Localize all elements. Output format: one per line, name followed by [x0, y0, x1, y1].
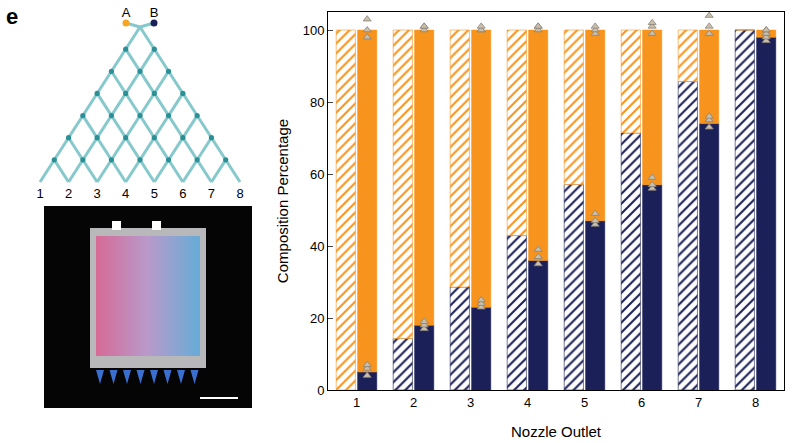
svg-text:2: 2 — [65, 186, 72, 201]
svg-text:5: 5 — [581, 395, 588, 410]
svg-text:20: 20 — [310, 311, 324, 326]
svg-text:5: 5 — [151, 186, 158, 201]
svg-text:4: 4 — [524, 395, 531, 410]
svg-text:0: 0 — [317, 383, 324, 398]
svg-text:40: 40 — [310, 239, 324, 254]
svg-text:1: 1 — [353, 395, 360, 410]
svg-text:2: 2 — [410, 395, 417, 410]
svg-text:Nozzle Outlet: Nozzle Outlet — [511, 423, 602, 440]
svg-text:A: A — [122, 5, 131, 20]
svg-text:7: 7 — [208, 186, 215, 201]
svg-text:100: 100 — [303, 23, 325, 38]
svg-text:e: e — [6, 4, 18, 29]
svg-text:B: B — [150, 5, 159, 20]
svg-text:3: 3 — [94, 186, 101, 201]
svg-text:8: 8 — [236, 186, 243, 201]
svg-text:8: 8 — [752, 395, 759, 410]
svg-text:3: 3 — [467, 395, 474, 410]
svg-text:80: 80 — [310, 95, 324, 110]
svg-text:6: 6 — [638, 395, 645, 410]
svg-text:1: 1 — [36, 186, 43, 201]
svg-text:Composition Percentage: Composition Percentage — [274, 119, 291, 283]
svg-text:60: 60 — [310, 167, 324, 182]
svg-text:6: 6 — [179, 186, 186, 201]
svg-text:4: 4 — [122, 186, 129, 201]
svg-text:7: 7 — [695, 395, 702, 410]
